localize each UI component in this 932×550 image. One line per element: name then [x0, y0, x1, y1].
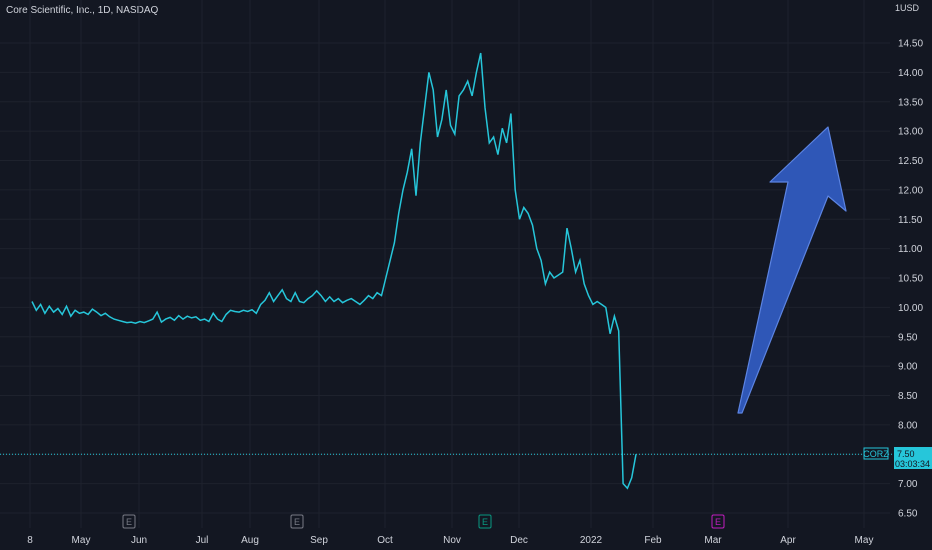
- time-tick-label: Feb: [644, 535, 662, 546]
- time-tick-label: Apr: [780, 535, 796, 546]
- earnings-event-marker[interactable]: E: [122, 514, 136, 529]
- price-tick-label: 13.50: [898, 97, 923, 108]
- event-letter: E: [126, 517, 132, 527]
- time-tick-label: 2022: [580, 535, 603, 546]
- price-axis: 6.50 7.00 7.50 8.00 8.50 9.00 9.50 10.00 10.50 11…: [898, 39, 923, 520]
- time-tick-label: 8: [27, 535, 33, 546]
- current-price-value: 7.50: [897, 449, 915, 459]
- price-tick-label: 10.00: [898, 303, 923, 314]
- earnings-event-marker[interactable]: E: [478, 514, 492, 529]
- current-price-tag: 7.50 03:03:34: [894, 447, 932, 469]
- earnings-event-marker[interactable]: E: [711, 514, 725, 529]
- currency-text: USD: [900, 3, 920, 13]
- time-axis: 8 May Jun Jul Aug Sep Oct Nov Dec 2022 Feb Mar Apr Ma…: [27, 535, 873, 546]
- price-tick-label: 9.00: [898, 362, 918, 373]
- price-tick-label: 11.50: [898, 215, 923, 226]
- bar-countdown: 03:03:34: [895, 459, 930, 469]
- price-tick-label: 11.00: [898, 244, 923, 255]
- price-tick-label: 13.00: [898, 127, 923, 138]
- time-tick-label: May: [855, 535, 874, 546]
- time-tick-label: Aug: [241, 535, 259, 546]
- price-tick-label: 8.50: [898, 391, 918, 402]
- scale-corner-glyph: 1: [895, 3, 901, 13]
- chart-title: Core Scientific, Inc., 1D, NASDAQ: [6, 5, 159, 16]
- price-tick-label: 14.00: [898, 68, 923, 79]
- price-tick-label: 12.00: [898, 185, 923, 196]
- time-tick-label: May: [72, 535, 91, 546]
- ticker-tag: CORZ: [863, 447, 889, 460]
- price-series-line: [31, 52, 637, 490]
- up-arrow-drawing[interactable]: [737, 126, 847, 414]
- time-tick-label: Mar: [704, 535, 722, 546]
- price-tick-label: 6.50: [898, 509, 918, 520]
- time-tick-label: Jul: [196, 535, 209, 546]
- time-tick-label: Oct: [377, 535, 393, 546]
- event-letter: E: [482, 517, 488, 527]
- event-letter: E: [294, 517, 300, 527]
- time-tick-label: Dec: [510, 535, 528, 546]
- time-tick-label: Jun: [131, 535, 147, 546]
- price-tick-label: 12.50: [898, 156, 923, 167]
- earnings-event-marker[interactable]: E: [290, 514, 304, 529]
- price-tick-label: 10.50: [898, 274, 923, 285]
- grid-lines: [0, 0, 890, 528]
- price-tick-label: 14.50: [898, 39, 923, 50]
- price-tick-label: 7.00: [898, 479, 918, 490]
- time-tick-label: Sep: [310, 535, 328, 546]
- currency-label[interactable]: 1USD: [895, 3, 919, 13]
- time-tick-label: Nov: [443, 535, 461, 546]
- price-tick-label: 8.00: [898, 420, 918, 431]
- event-letter: E: [715, 517, 721, 527]
- price-tick-label: 9.50: [898, 332, 918, 343]
- ticker-label: CORZ: [863, 449, 889, 459]
